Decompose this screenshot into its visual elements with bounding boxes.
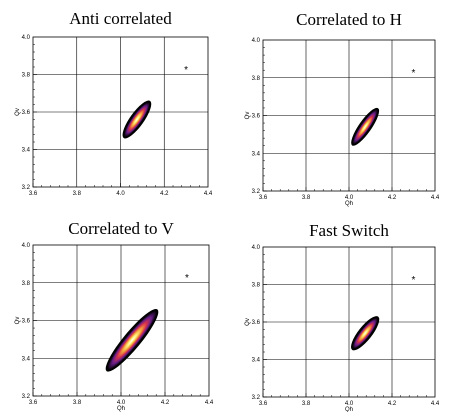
y-axis-label: Qv	[245, 318, 251, 326]
panel-title: Correlated to V	[68, 219, 174, 238]
x-tick-label: 3.6	[259, 401, 268, 407]
x-tick-label: 4.0	[345, 195, 354, 201]
y-tick-label: 4.0	[252, 245, 261, 251]
x-tick-label: 4.2	[160, 191, 169, 197]
x-axis-label: Qh	[345, 201, 353, 207]
y-tick-label: 3.8	[252, 283, 261, 289]
star-marker: *	[412, 68, 416, 79]
x-axis-label: Qh	[345, 407, 353, 412]
x-tick-label: 4.4	[431, 401, 440, 407]
y-tick-label: 3.4	[22, 356, 31, 362]
x-tick-label: 4.0	[117, 400, 126, 406]
x-tick-label: 3.8	[302, 195, 311, 201]
x-tick-label: 3.8	[73, 400, 82, 406]
x-tick-label: 4.0	[345, 401, 354, 407]
star-marker: *	[185, 273, 189, 284]
x-tick-label: 3.6	[29, 400, 38, 406]
density-blob	[107, 310, 157, 370]
y-tick-label: 3.4	[252, 151, 261, 157]
panel-1: Anti correlated 3.6 3.8 4.0 4.2 4.4 3.2 3.4 3.6 3…	[15, 9, 213, 197]
x-tick-label: 3.8	[73, 191, 82, 197]
x-tick-label: 3.6	[29, 191, 38, 197]
y-axis-label: Qv	[245, 112, 251, 120]
x-tick-label: 4.2	[388, 195, 397, 201]
y-tick-label: 4.0	[252, 38, 261, 44]
y-tick-label: 4.0	[22, 243, 31, 249]
panel-3: Correlated to V 3.6 3.8 4.0 4.2 4.4 3.2 3.4 3.6 3…	[15, 219, 214, 412]
y-axis-label: Qv	[15, 317, 21, 325]
y-tick-label: 3.6	[22, 319, 31, 325]
x-tick-label: 4.4	[204, 191, 213, 197]
x-axis-label: Qh	[117, 406, 125, 412]
y-tick-label: 3.6	[252, 114, 261, 120]
x-tick-label: 4.4	[205, 400, 214, 406]
y-tick-label: 4.0	[22, 35, 31, 41]
y-tick-label: 3.6	[22, 110, 31, 116]
y-tick-label: 3.2	[252, 189, 261, 195]
x-tick-label: 3.6	[259, 195, 268, 201]
y-tick-label: 3.8	[22, 73, 31, 79]
y-tick-label: 3.8	[22, 281, 31, 287]
y-tick-label: 3.8	[252, 76, 261, 82]
x-tick-label: 4.0	[116, 191, 125, 197]
density-blob	[352, 317, 378, 349]
y-tick-label: 3.4	[22, 148, 31, 154]
panel-title: Anti correlated	[69, 9, 172, 28]
y-tick-label: 3.2	[22, 185, 31, 191]
density-blob	[352, 109, 378, 144]
panel-title: Correlated to H	[296, 10, 402, 29]
star-marker: *	[184, 65, 188, 76]
panel-title: Fast Switch	[309, 221, 389, 240]
star-marker: *	[412, 275, 416, 286]
x-tick-label: 4.2	[388, 401, 397, 407]
x-tick-label: 3.8	[302, 401, 311, 407]
panel-2: Correlated to H 3.6 3.8 4.0 4.2 4.4 3.2 3.4 3.6 3…	[245, 10, 440, 207]
y-axis-label: Qv	[15, 108, 21, 116]
y-tick-label: 3.2	[22, 394, 31, 400]
y-tick-label: 3.6	[252, 320, 261, 326]
y-tick-label: 3.2	[252, 395, 261, 401]
x-tick-label: 4.4	[431, 195, 440, 201]
y-tick-label: 3.4	[252, 358, 261, 364]
density-blob	[124, 102, 150, 137]
panel-4: Fast Switch 3.6 3.8 4.0 4.2 4.4 3.2 3.4 3.6 3.8 4.…	[245, 221, 440, 412]
x-tick-label: 4.2	[161, 400, 170, 406]
